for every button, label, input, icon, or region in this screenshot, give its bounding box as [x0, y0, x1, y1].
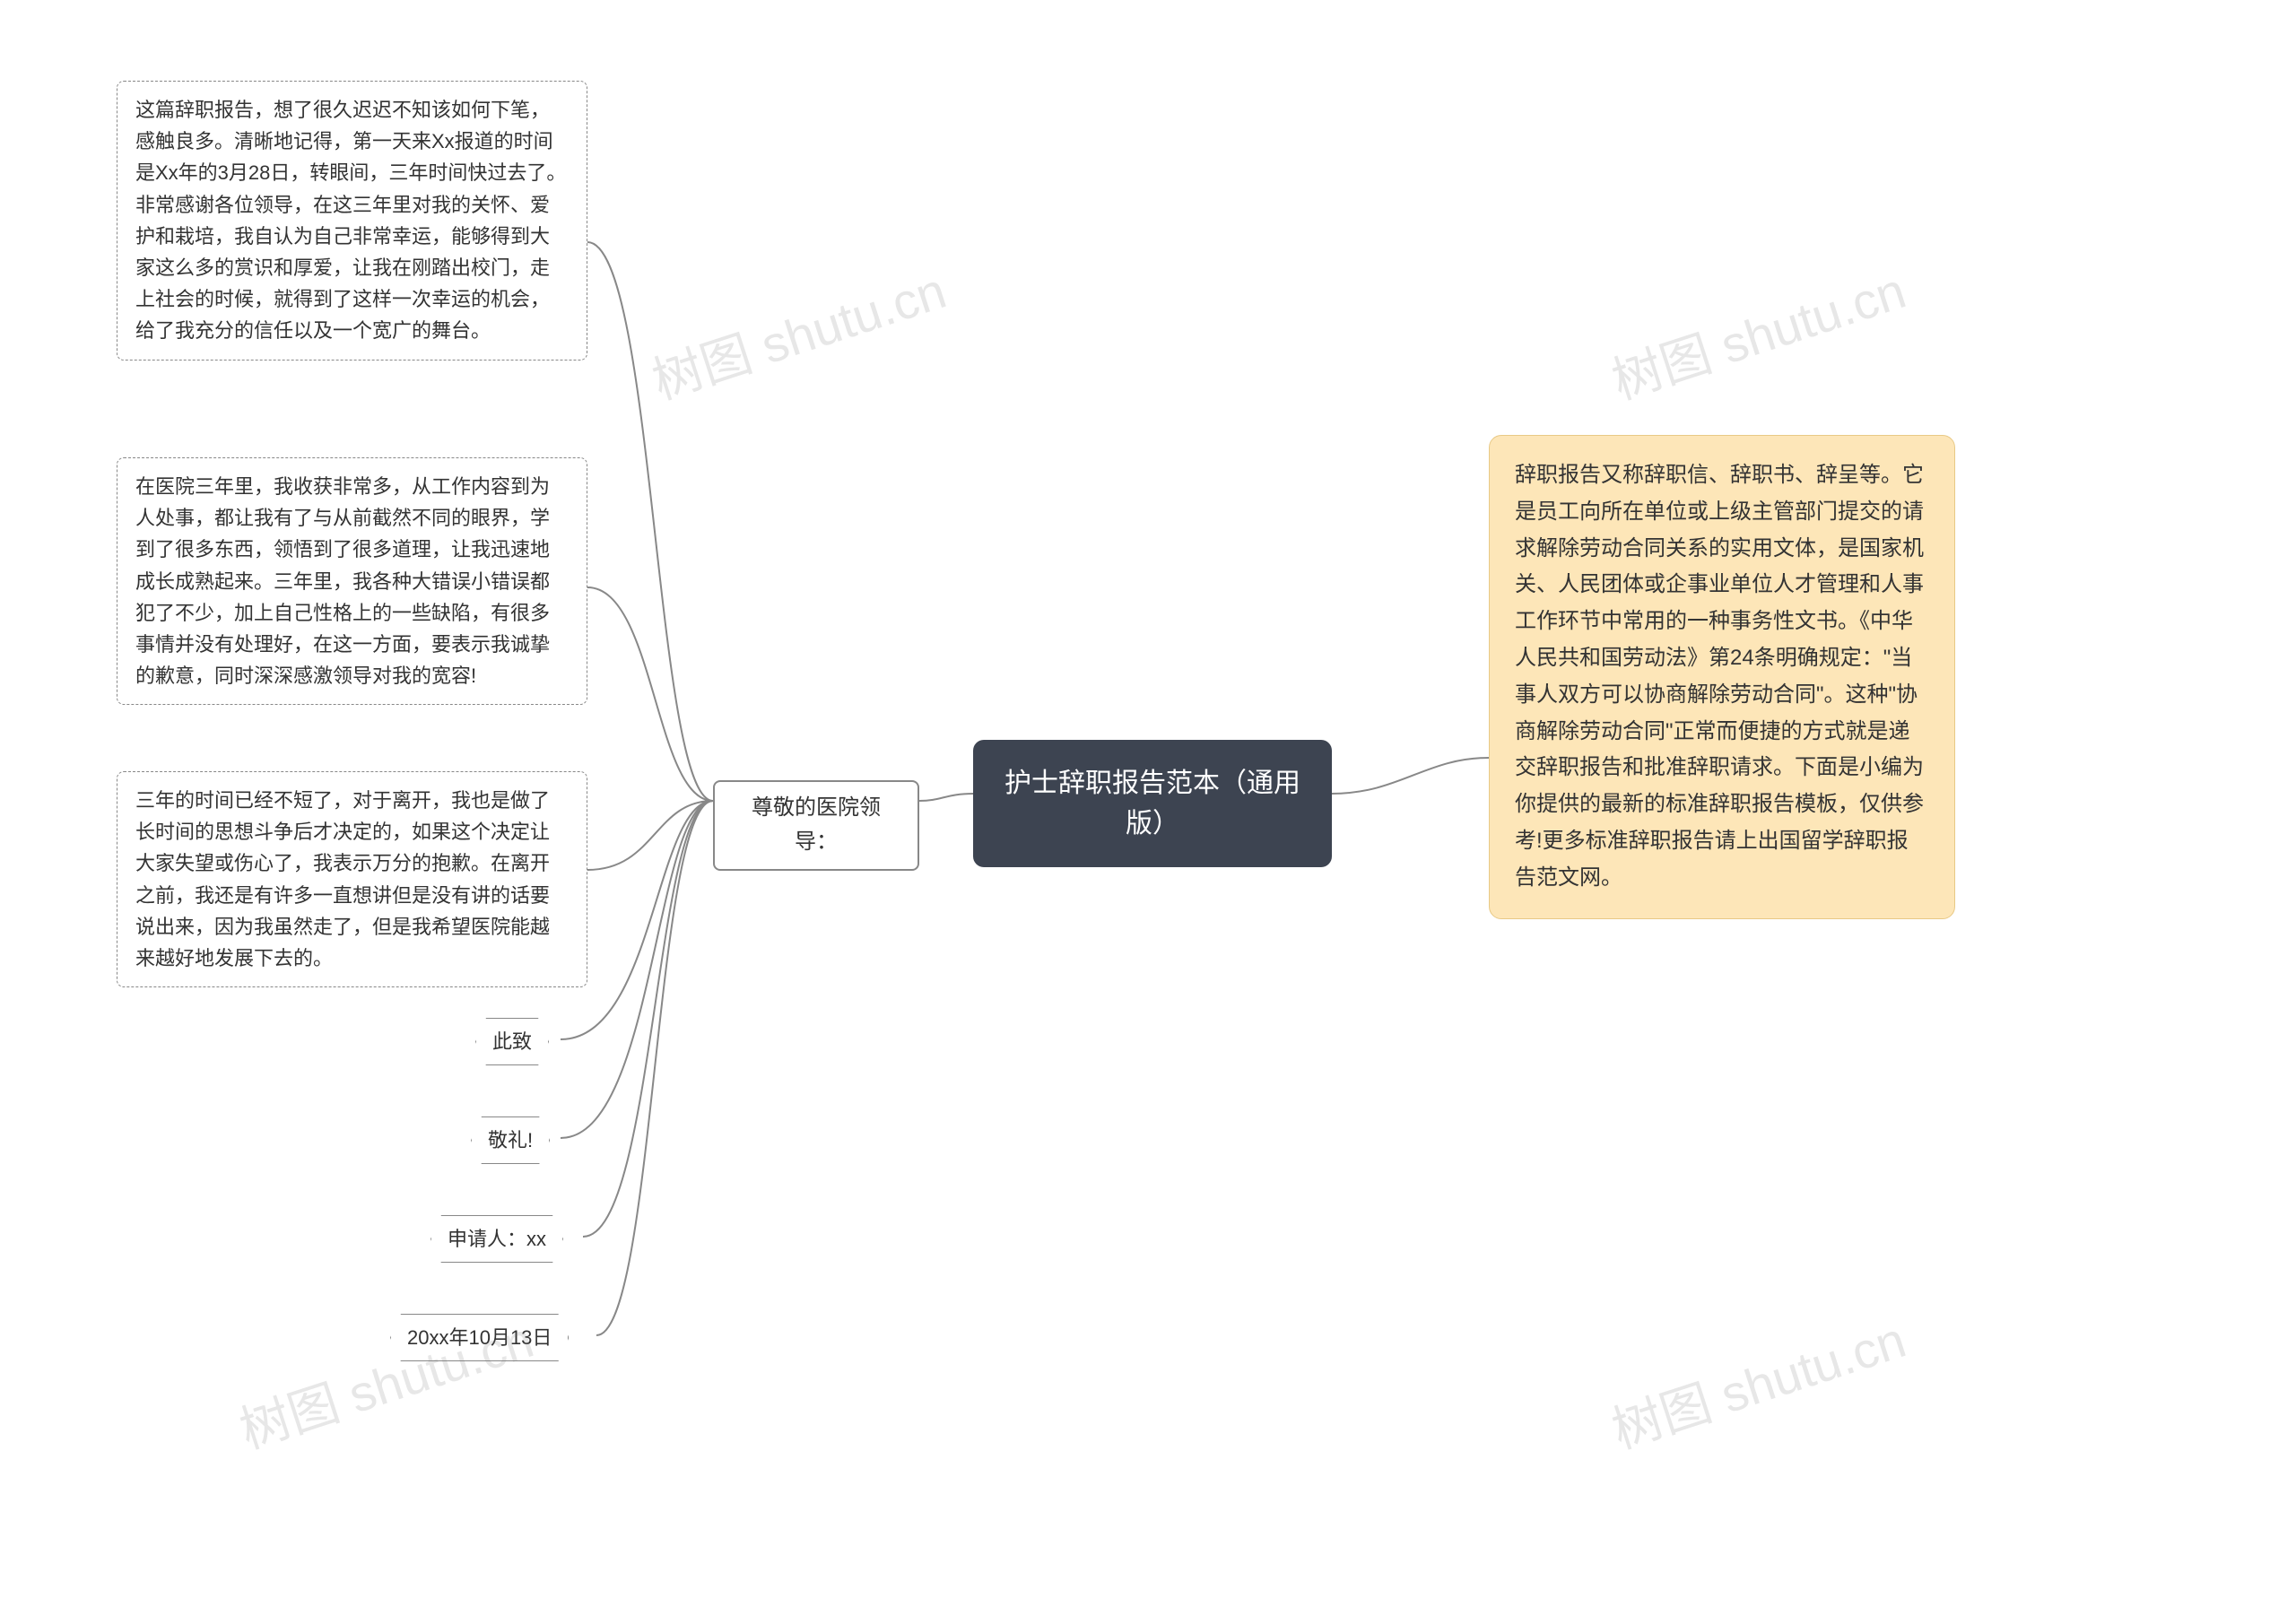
watermark: 树图 shutu.cn: [1602, 1300, 1914, 1464]
info-text: 辞职报告又称辞职信、辞职书、辞呈等。它是员工向所在单位或上级主管部门提交的请求解…: [1515, 463, 1924, 890]
mindmap-canvas: 护士辞职报告范本（通用版） 辞职报告又称辞职信、辞职书、辞呈等。它是员工向所在单…: [0, 0, 2296, 1616]
leaf-node-5[interactable]: 申请人：xx: [430, 1215, 563, 1263]
leaf-text: 三年的时间已经不短了，对于离开，我也是做了长时间的思想斗争后才决定的，如果这个决…: [135, 789, 550, 969]
watermark: 树图 shutu.cn: [1602, 251, 1914, 414]
leaf-node-1[interactable]: 在医院三年里，我收获非常多，从工作内容到为人处事，都让我有了与从前截然不同的眼界…: [117, 457, 587, 705]
leaf-text: 敬礼!: [488, 1129, 533, 1151]
branch-label: 尊敬的医院领导：: [752, 795, 881, 854]
leaf-node-2[interactable]: 三年的时间已经不短了，对于离开，我也是做了长时间的思想斗争后才决定的，如果这个决…: [117, 771, 587, 987]
leaf-node-4[interactable]: 敬礼!: [471, 1116, 550, 1164]
leaf-node-3[interactable]: 此致: [475, 1018, 549, 1065]
branch-node[interactable]: 尊敬的医院领导：: [713, 780, 919, 871]
info-node[interactable]: 辞职报告又称辞职信、辞职书、辞呈等。它是员工向所在单位或上级主管部门提交的请求解…: [1489, 435, 1955, 919]
root-node[interactable]: 护士辞职报告范本（通用版）: [973, 740, 1332, 867]
leaf-text: 20xx年10月13日: [407, 1326, 552, 1349]
root-title: 护士辞职报告范本（通用版）: [1004, 769, 1300, 838]
leaf-text: 此致: [492, 1030, 532, 1053]
leaf-node-6[interactable]: 20xx年10月13日: [390, 1314, 569, 1361]
leaf-text: 申请人：xx: [448, 1228, 546, 1250]
watermark: 树图 shutu.cn: [642, 251, 954, 414]
leaf-text: 在医院三年里，我收获非常多，从工作内容到为人处事，都让我有了与从前截然不同的眼界…: [135, 475, 550, 687]
leaf-node-0[interactable]: 这篇辞职报告，想了很久迟迟不知该如何下笔，感触良多。清晰地记得，第一天来Xx报道…: [117, 81, 587, 361]
leaf-text: 这篇辞职报告，想了很久迟迟不知该如何下笔，感触良多。清晰地记得，第一天来Xx报道…: [135, 99, 566, 342]
